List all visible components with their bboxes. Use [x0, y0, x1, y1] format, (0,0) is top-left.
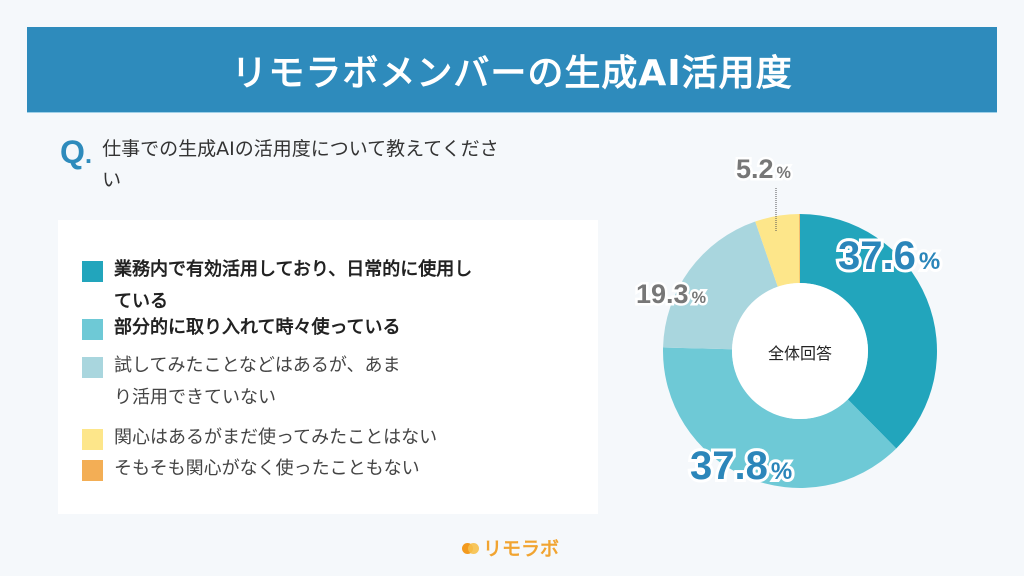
logo-text: リモラボ [483, 538, 560, 560]
title-banner: リモラボメンバーの生成AI活用度 [27, 27, 997, 113]
value-label-c: 19.3% [634, 277, 709, 312]
donut-slice [755, 214, 800, 287]
donut-slices [663, 214, 937, 488]
value-label-a: 37.6% [835, 231, 943, 281]
legend-item: 業務内で有効活用しており、日常的に使用している [82, 258, 474, 318]
donut-center-label: 全体回答 [767, 344, 832, 363]
legend-item: 試してみたことなどはあるが、あまり活用できていない [82, 354, 414, 414]
legend-item: 関心はあるがまだ使ってみたことはない [82, 426, 584, 454]
legend-label: 業務内で有効活用しており、日常的に使用している [114, 259, 473, 312]
legend-swatch-icon [82, 460, 103, 481]
legend-label: そもそも関心がなく使ったこともない [114, 458, 420, 479]
legend-swatch-icon [82, 429, 103, 450]
value-label-d: 5.2% [734, 152, 794, 187]
donut-slice [663, 347, 897, 488]
question-mark-icon: Q. [60, 134, 93, 170]
legend-label: 関心はあるがまだ使ってみたことはない [114, 427, 438, 448]
donut-hole [732, 283, 868, 419]
legend-swatch-icon [82, 357, 103, 378]
value-label-b: 37.8% [687, 441, 795, 491]
legend-swatch-icon [82, 319, 103, 340]
donut-slice [663, 221, 778, 350]
legend-label: 部分的に取り入れて時々使っている [114, 317, 401, 338]
brand-logo: リモラボ [462, 534, 559, 561]
legend: 業務内で有効活用しており、日常的に使用している 部分的に取り入れて時々使っている… [58, 220, 598, 514]
logo-dots-icon [462, 541, 480, 555]
legend-item: 部分的に取り入れて時々使っている [82, 316, 584, 344]
donut-slice [799, 214, 800, 284]
legend-swatch-icon [82, 261, 103, 282]
question-block: Q. 仕事での生成AIの活用度について教えてください [60, 134, 502, 196]
legend-item: そもそも関心がなく使ったこともない [82, 457, 584, 485]
page-title: リモラボメンバーの生成AI活用度 [231, 52, 793, 94]
donut-slice [800, 214, 937, 449]
legend-label: 試してみたことなどはあるが、あまり活用できていない [114, 355, 401, 408]
donut-chart [663, 188, 937, 488]
question-text: 仕事での生成AIの活用度について教えてください [102, 138, 499, 191]
